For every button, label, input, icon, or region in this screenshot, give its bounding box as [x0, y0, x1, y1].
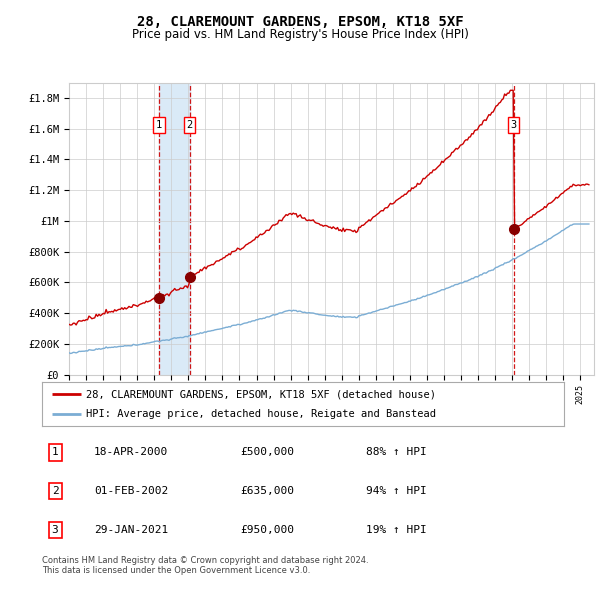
Text: Price paid vs. HM Land Registry's House Price Index (HPI): Price paid vs. HM Land Registry's House …	[131, 28, 469, 41]
Text: 88% ↑ HPI: 88% ↑ HPI	[365, 447, 427, 457]
Text: £500,000: £500,000	[241, 447, 295, 457]
Text: 19% ↑ HPI: 19% ↑ HPI	[365, 525, 427, 535]
Text: 1: 1	[52, 447, 58, 457]
Bar	[159, 83, 190, 375]
Text: 94% ↑ HPI: 94% ↑ HPI	[365, 486, 427, 496]
Text: 3: 3	[511, 120, 517, 130]
Text: 01-FEB-2002: 01-FEB-2002	[94, 486, 169, 496]
Text: 1: 1	[156, 120, 162, 130]
Text: 2: 2	[52, 486, 58, 496]
Text: 28, CLAREMOUNT GARDENS, EPSOM, KT18 5XF: 28, CLAREMOUNT GARDENS, EPSOM, KT18 5XF	[137, 15, 463, 30]
Text: 18-APR-2000: 18-APR-2000	[94, 447, 169, 457]
Text: 2: 2	[187, 120, 193, 130]
Text: 3: 3	[52, 525, 58, 535]
Text: 28, CLAREMOUNT GARDENS, EPSOM, KT18 5XF (detached house): 28, CLAREMOUNT GARDENS, EPSOM, KT18 5XF …	[86, 389, 436, 399]
Text: This data is licensed under the Open Government Licence v3.0.: This data is licensed under the Open Gov…	[42, 566, 310, 575]
Text: 29-JAN-2021: 29-JAN-2021	[94, 525, 169, 535]
Text: £635,000: £635,000	[241, 486, 295, 496]
Text: HPI: Average price, detached house, Reigate and Banstead: HPI: Average price, detached house, Reig…	[86, 409, 436, 418]
Text: £950,000: £950,000	[241, 525, 295, 535]
Text: Contains HM Land Registry data © Crown copyright and database right 2024.: Contains HM Land Registry data © Crown c…	[42, 556, 368, 565]
